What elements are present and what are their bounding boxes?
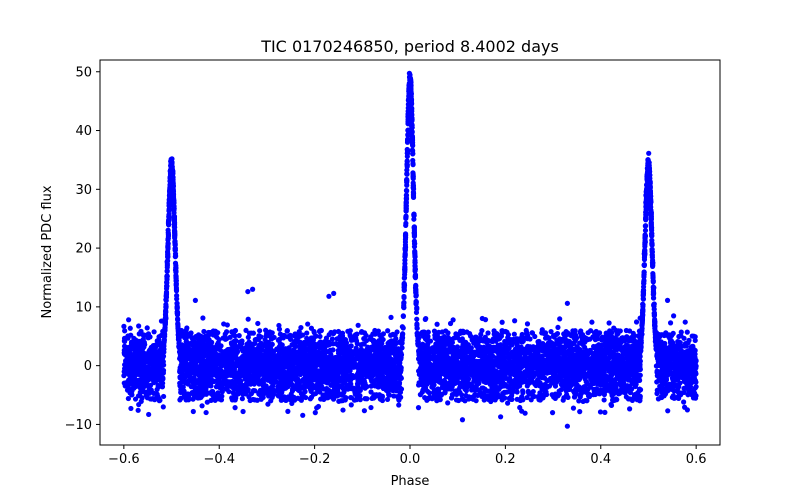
data-point — [538, 347, 545, 353]
data-point — [514, 375, 520, 381]
data-point — [334, 336, 340, 342]
data-point — [693, 358, 699, 364]
data-point — [132, 396, 139, 402]
data-point — [627, 396, 633, 402]
data-point — [654, 368, 660, 374]
data-point — [239, 396, 245, 402]
data-point — [552, 373, 558, 379]
data-point — [459, 375, 465, 381]
data-point — [514, 366, 520, 373]
data-point — [335, 328, 342, 335]
data-point — [495, 375, 502, 381]
data-point — [223, 365, 229, 371]
data-point — [226, 388, 232, 395]
data-point — [315, 341, 321, 347]
data-point — [208, 383, 214, 389]
data-point — [514, 389, 520, 395]
data-point — [601, 397, 607, 403]
data-point — [329, 336, 335, 342]
data-point — [587, 384, 594, 390]
data-point — [533, 358, 539, 364]
data-point — [629, 367, 636, 373]
data-point — [151, 329, 157, 335]
data-point — [125, 395, 131, 402]
data-point — [646, 150, 652, 156]
data-point — [367, 359, 373, 366]
data-point — [487, 381, 493, 387]
data-point — [160, 393, 167, 400]
data-point — [475, 367, 481, 373]
data-point — [654, 390, 660, 397]
data-point — [464, 375, 470, 381]
data-point — [498, 342, 504, 348]
data-point — [484, 372, 490, 378]
data-point — [684, 329, 690, 335]
data-point — [485, 330, 491, 336]
data-point — [650, 295, 657, 301]
data-point — [304, 330, 310, 336]
data-point — [414, 316, 420, 322]
data-point — [417, 392, 423, 398]
data-point — [582, 344, 588, 350]
data-point — [399, 324, 405, 330]
data-point — [174, 293, 180, 299]
data-point — [455, 397, 462, 404]
data-point — [253, 379, 259, 385]
data-point — [218, 363, 224, 369]
data-point — [414, 305, 420, 311]
data-points — [121, 70, 699, 429]
data-point — [463, 392, 469, 399]
data-point — [623, 350, 629, 356]
data-point — [459, 392, 465, 398]
data-point — [122, 328, 128, 334]
chart-title: TIC 0170246850, period 8.4002 days — [260, 37, 559, 56]
